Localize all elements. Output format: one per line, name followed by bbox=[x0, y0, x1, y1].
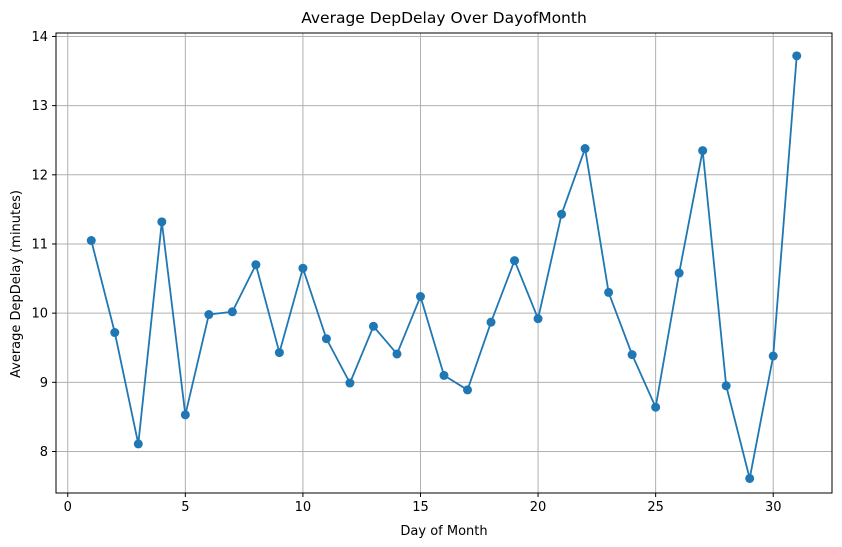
data-series bbox=[86, 51, 802, 483]
y-axis-label: Average DepDelay (minutes) bbox=[9, 190, 24, 378]
x-tick-label: 20 bbox=[530, 500, 547, 515]
chart-title: Average DepDelay Over DayofMonth bbox=[301, 9, 587, 27]
data-point bbox=[674, 268, 684, 278]
data-point bbox=[745, 473, 755, 483]
grid-lines bbox=[56, 33, 832, 493]
y-tick-label: 10 bbox=[31, 307, 48, 322]
y-tick-label: 13 bbox=[31, 99, 48, 114]
plot-frame bbox=[55, 32, 833, 494]
data-point bbox=[792, 51, 802, 61]
data-point bbox=[345, 378, 355, 388]
data-point bbox=[463, 385, 473, 395]
y-tick-label: 8 bbox=[40, 445, 48, 460]
data-point bbox=[392, 349, 402, 359]
data-point bbox=[157, 217, 167, 227]
data-point bbox=[768, 351, 778, 361]
data-point bbox=[368, 321, 378, 331]
data-point bbox=[415, 292, 425, 302]
data-point bbox=[204, 310, 214, 320]
data-point bbox=[604, 287, 614, 297]
y-tick-label: 14 bbox=[31, 30, 48, 45]
x-tick-label: 10 bbox=[295, 500, 312, 515]
data-point bbox=[533, 314, 543, 324]
x-axis-label: Day of Month bbox=[400, 524, 487, 539]
y-tick-label: 9 bbox=[40, 376, 48, 391]
data-point bbox=[557, 209, 567, 219]
x-tick-label: 25 bbox=[647, 500, 664, 515]
data-point bbox=[227, 307, 237, 317]
data-point bbox=[180, 410, 190, 420]
axis-ticks: 0 5 10 15 20 25 30 8 9 10 11 12 13 14 bbox=[31, 30, 781, 515]
data-point bbox=[510, 256, 520, 266]
data-point bbox=[486, 317, 496, 327]
data-point bbox=[627, 350, 637, 360]
x-tick-label: 30 bbox=[765, 500, 782, 515]
x-tick-label: 15 bbox=[412, 500, 429, 515]
data-point bbox=[321, 334, 331, 344]
data-point bbox=[698, 146, 708, 156]
data-point bbox=[721, 381, 731, 391]
data-point bbox=[110, 328, 120, 338]
data-point bbox=[298, 263, 308, 273]
y-tick-label: 12 bbox=[31, 168, 48, 183]
y-tick-label: 11 bbox=[31, 237, 48, 252]
data-point bbox=[251, 260, 261, 270]
data-point bbox=[439, 370, 449, 380]
x-tick-label: 5 bbox=[181, 500, 189, 515]
data-point bbox=[133, 439, 143, 449]
data-point bbox=[580, 144, 590, 154]
x-tick-label: 0 bbox=[64, 500, 72, 515]
data-point bbox=[274, 348, 284, 358]
data-point bbox=[86, 236, 96, 246]
data-point bbox=[651, 402, 661, 412]
